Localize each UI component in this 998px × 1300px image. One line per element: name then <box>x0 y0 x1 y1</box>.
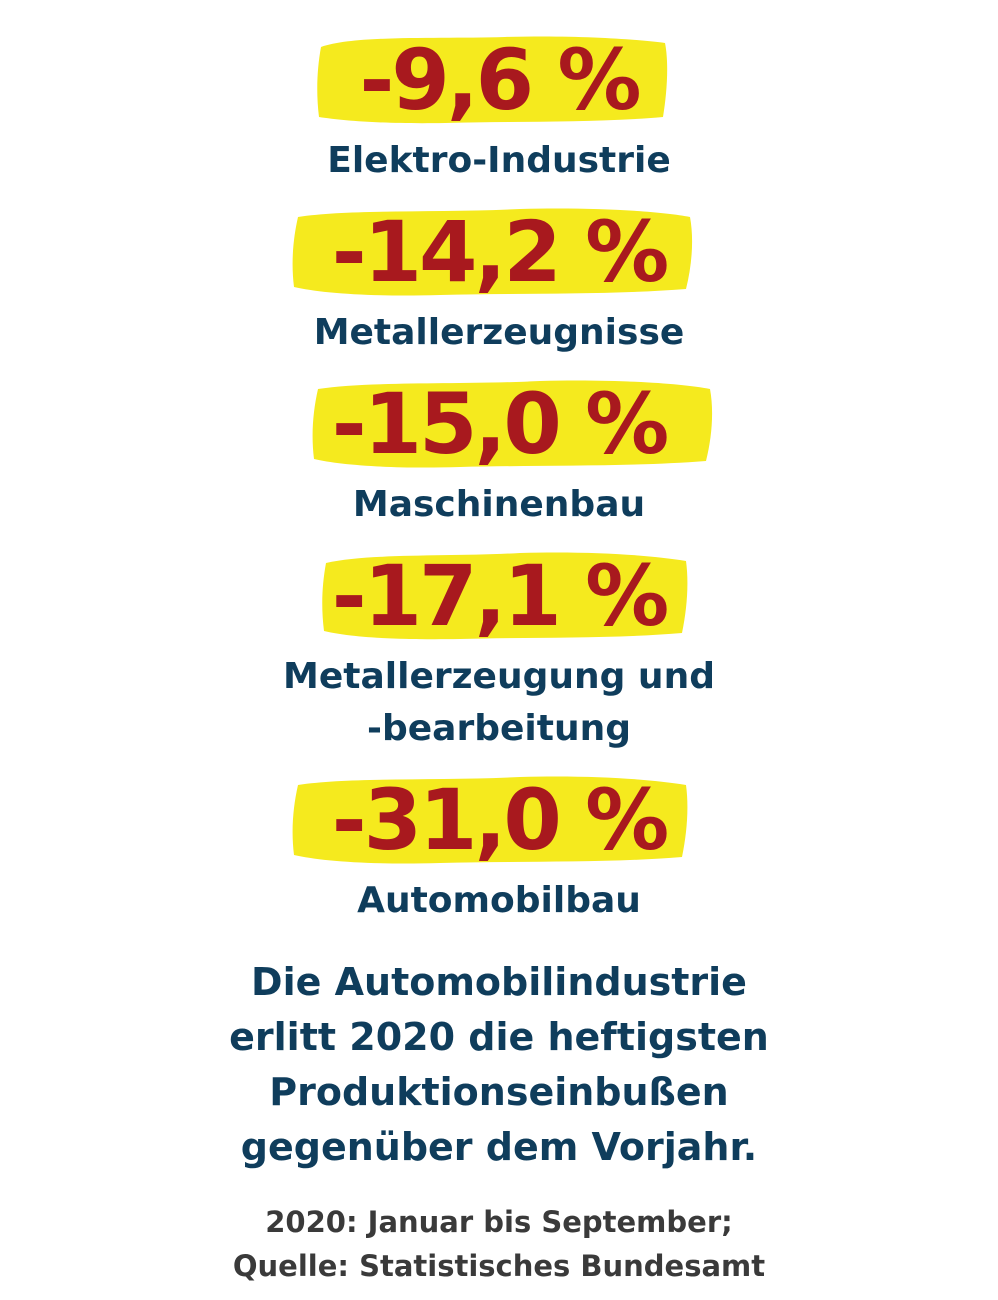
value-block: -14,2 % <box>0 197 998 307</box>
category-item: -31,0 % Automobilbau <box>0 765 998 927</box>
value-label: -9,6 % <box>359 31 641 129</box>
highlight-marker <box>317 36 668 124</box>
category-label: Automobilbau <box>357 880 641 921</box>
highlight-marker <box>292 776 688 864</box>
category-item: -9,6 % Elektro-Industrie <box>0 25 998 187</box>
value-block: -9,6 % <box>0 25 998 135</box>
category-label: Elektro-Industrie <box>327 140 671 181</box>
highlight-marker <box>322 552 688 640</box>
category-label: Metallerzeugung und -bearbeitung <box>283 656 715 749</box>
value-block: -17,1 % <box>0 541 998 651</box>
value-block: -15,0 % <box>0 369 998 479</box>
category-item: -17,1 % Metallerzeugung und -bearbeitung <box>0 541 998 755</box>
value-block: -31,0 % <box>0 765 998 875</box>
value-label: -15,0 % <box>331 375 670 473</box>
category-label: Maschinenbau <box>352 484 646 525</box>
highlight-marker <box>312 380 713 468</box>
highlight-marker <box>292 208 693 296</box>
source-footnote: 2020: Januar bis September; Quelle: Stat… <box>232 1205 766 1283</box>
category-item: -15,0 % Maschinenbau <box>0 369 998 531</box>
category-item: -14,2 % Metallerzeugnisse <box>0 197 998 359</box>
category-label: Metallerzeugnisse <box>313 312 685 353</box>
value-label: -17,1 % <box>331 547 670 645</box>
value-label: -14,2 % <box>331 203 670 301</box>
value-label: -31,0 % <box>331 771 670 869</box>
summary-text: Die Automobilindustrie erlitt 2020 die h… <box>229 960 769 1169</box>
